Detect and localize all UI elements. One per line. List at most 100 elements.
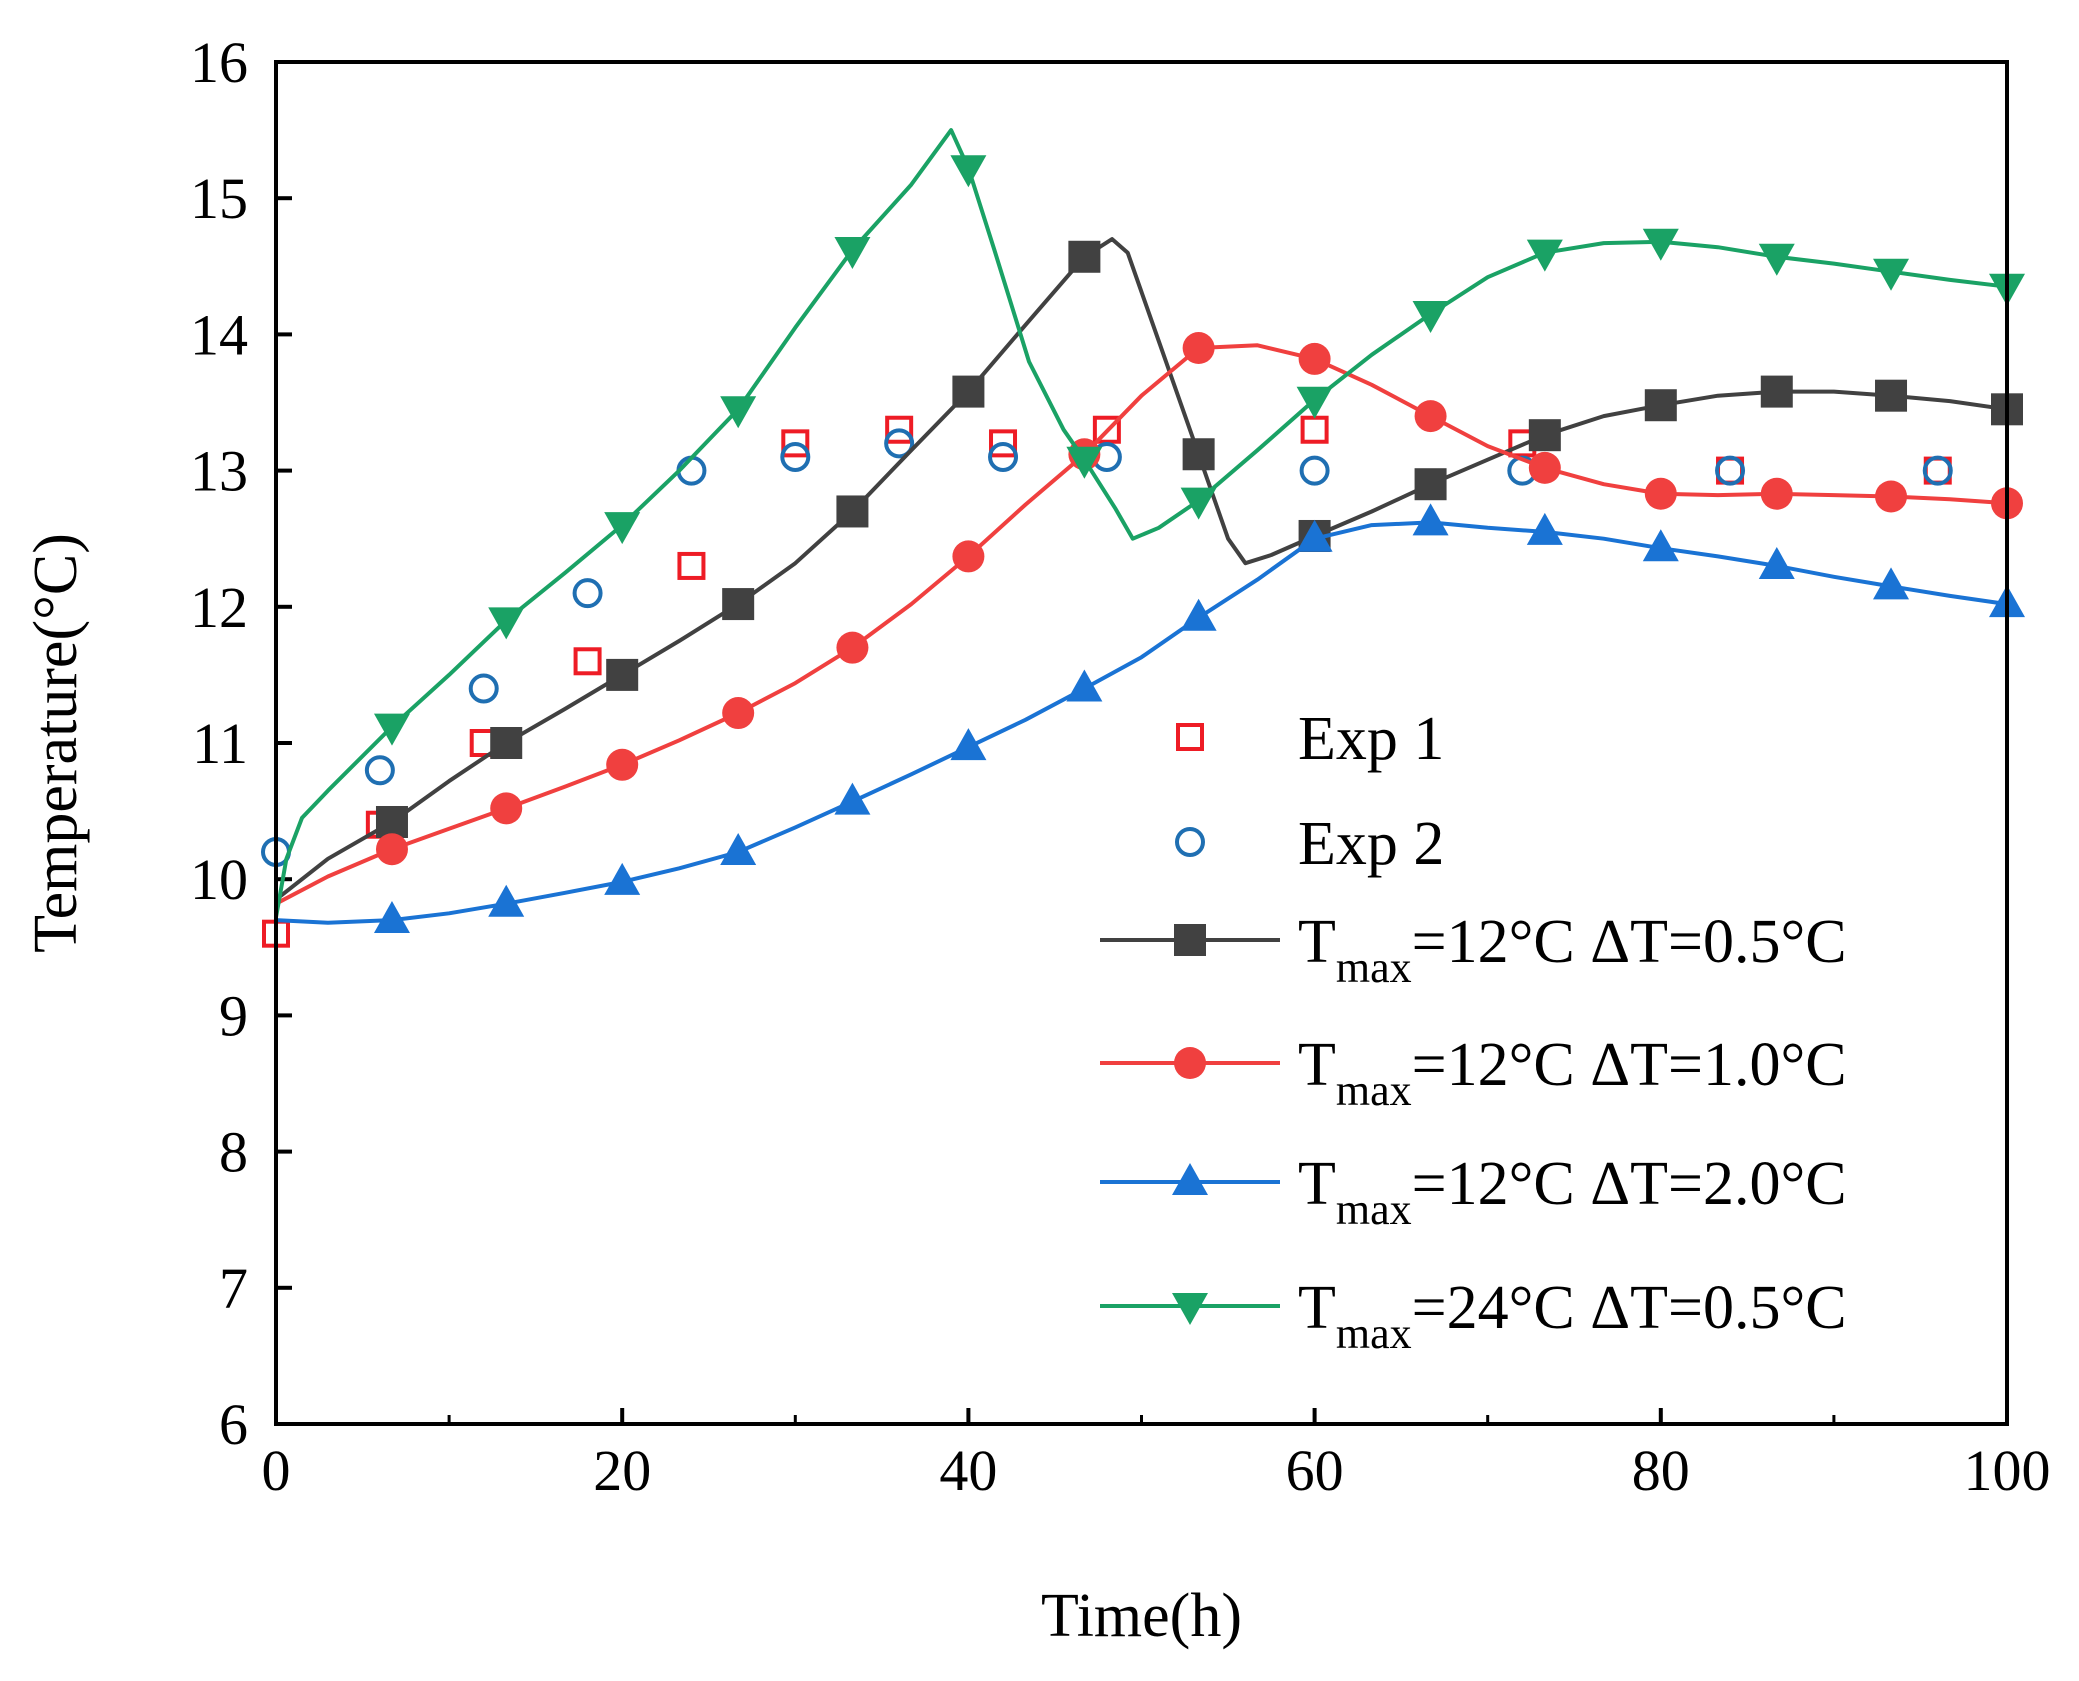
data-point (722, 588, 755, 621)
series-4 (275, 503, 2025, 934)
data-point (1528, 451, 1561, 484)
y-tick-label: 14 (190, 302, 248, 367)
data-point (950, 155, 987, 188)
data-point (1066, 446, 1103, 479)
y-tick-label: 6 (219, 1392, 248, 1457)
data-point (781, 429, 810, 458)
series-layer (261, 128, 2025, 948)
data-point (720, 396, 757, 429)
legend-marker (1176, 723, 1204, 751)
legend-label: Tmax=12°C ΔT=2.0°C (1298, 1150, 1847, 1234)
data-point (720, 832, 757, 865)
data-point (1414, 400, 1447, 433)
data-point (604, 862, 641, 895)
data-point (1299, 455, 1330, 486)
legend-label: Tmax=24°C ΔT=0.5°C (1298, 1274, 1847, 1358)
x-tick-label: 80 (1632, 1438, 1690, 1503)
data-point (1182, 438, 1215, 471)
data-point (1296, 386, 1333, 419)
x-tick-label: 100 (1964, 1438, 2051, 1503)
data-point (1760, 375, 1793, 408)
x-tick-label: 0 (262, 1438, 291, 1503)
series-5 (274, 128, 2025, 918)
data-point (677, 551, 706, 580)
data-point (1875, 480, 1908, 513)
data-point (1092, 415, 1121, 444)
data-point (952, 540, 985, 573)
data-point (1758, 243, 1795, 276)
data-point (1873, 258, 1910, 291)
data-point (572, 578, 603, 609)
data-point (1298, 342, 1331, 375)
data-point (722, 697, 755, 730)
data-point (1758, 546, 1795, 579)
legend-marker (1174, 1047, 1206, 1079)
data-point (490, 792, 523, 825)
data-point (1412, 503, 1449, 536)
data-point (1873, 567, 1910, 600)
legend-item: Tmax=12°C ΔT=0.5°C (1100, 908, 1847, 992)
data-point (1180, 487, 1217, 520)
data-point (834, 782, 871, 815)
legend-label: Tmax=12°C ΔT=0.5°C (1298, 908, 1847, 992)
data-point (834, 236, 871, 269)
data-point (490, 727, 523, 759)
data-point (1526, 512, 1563, 545)
y-tick-label: 7 (219, 1256, 248, 1321)
data-point (950, 728, 987, 761)
data-point (1296, 519, 1333, 552)
legend-label: Exp 2 (1298, 810, 1444, 878)
data-point (836, 495, 869, 528)
y-tick-label: 16 (190, 30, 248, 95)
data-point (1066, 669, 1103, 702)
x-tick-label: 60 (1286, 1438, 1344, 1503)
x-tick-label: 40 (939, 1438, 997, 1503)
series-line (274, 237, 2008, 902)
data-point (780, 441, 811, 472)
data-point (488, 884, 525, 917)
data-point (988, 441, 1019, 472)
data-point (1068, 240, 1101, 273)
legend-marker (1172, 1163, 1208, 1195)
data-point (1300, 415, 1329, 444)
data-point (1182, 332, 1215, 365)
data-point (1642, 529, 1679, 562)
data-point (989, 429, 1018, 458)
tick-labels: 0 20 40 60 80 100 6 7 8 9 10 11 12 13 14 15 16 (190, 30, 2051, 1503)
legend-marker (1174, 924, 1206, 956)
data-point (373, 901, 410, 934)
legend-item: Exp 1 (1176, 705, 1444, 773)
series-line (275, 520, 2008, 925)
data-point (1414, 468, 1447, 501)
y-axis-title: Temperature(°C) (22, 533, 90, 953)
data-point (573, 647, 602, 676)
data-point (1642, 228, 1679, 261)
x-tick-label: 20 (593, 1438, 651, 1503)
y-tick-label: 9 (219, 983, 248, 1048)
y-tick-label: 13 (190, 439, 248, 504)
data-point (1875, 379, 1908, 412)
data-point (1715, 455, 1746, 486)
data-point (836, 631, 869, 664)
data-point (1644, 389, 1677, 422)
legend-item: Tmax=24°C ΔT=0.5°C (1100, 1274, 1847, 1358)
data-point (1644, 477, 1677, 510)
data-point (604, 512, 641, 545)
data-point (885, 415, 914, 444)
data-point (1180, 598, 1217, 631)
axis-ticks (274, 60, 2009, 1426)
data-point (606, 658, 639, 691)
data-point (488, 607, 525, 640)
legend-item: Tmax=12°C ΔT=1.0°C (1100, 1031, 1847, 1115)
data-point (676, 455, 707, 486)
data-point (375, 805, 408, 838)
series-line (275, 343, 2008, 906)
legend-label: Tmax=12°C ΔT=1.0°C (1298, 1031, 1847, 1115)
legend-label: Exp 1 (1298, 705, 1444, 773)
series-3 (275, 332, 2023, 906)
data-point (1760, 477, 1793, 510)
legend: Exp 1 Exp 2 Tmax=12°C ΔT=0.5°C Tmax=12°C ΔT… (1100, 705, 1847, 1358)
data-point (1526, 239, 1563, 272)
y-tick-label: 15 (190, 166, 248, 231)
